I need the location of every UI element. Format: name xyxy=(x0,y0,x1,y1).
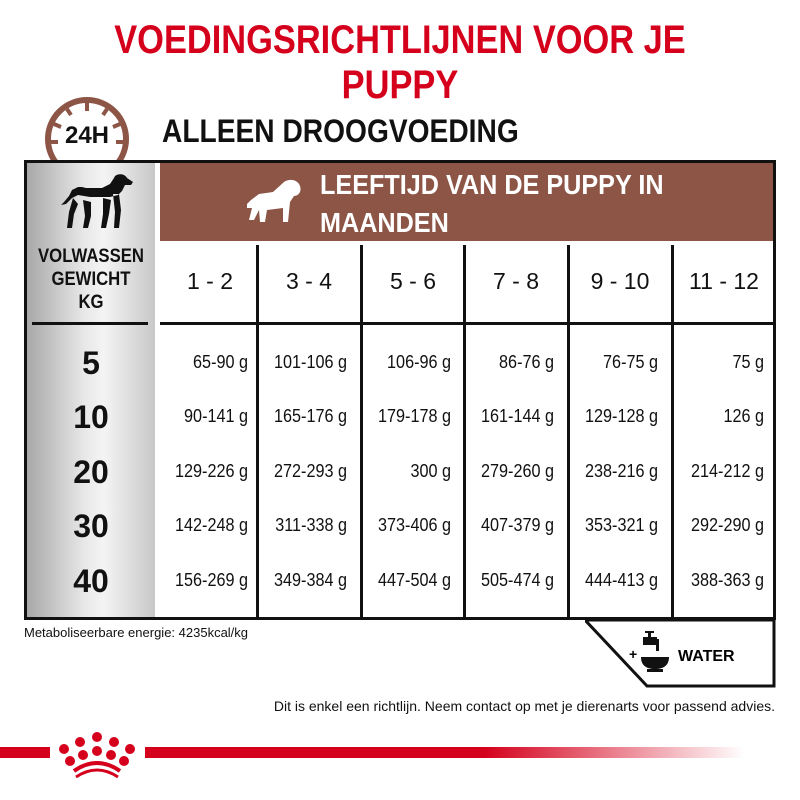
disclaimer: Dit is enkel een richtlijn. Neem contact… xyxy=(273,698,775,714)
table-cell: 238-216 g xyxy=(585,461,658,481)
column-header: 3 - 4 xyxy=(285,268,333,294)
weight-label-line2: GEWICHT xyxy=(51,269,131,290)
table-cell: 86-76 g xyxy=(499,352,554,372)
column-divider xyxy=(671,245,674,620)
table-cell: 179-178 g xyxy=(378,406,451,426)
clock-ticks-icon xyxy=(50,103,124,144)
adult-weight-label: VOLWASSEN GEWICHT KG xyxy=(35,245,148,314)
column-header: 5 - 6 xyxy=(389,268,437,294)
table-cell: 90-141 g xyxy=(184,406,248,426)
weight-kg: 10 xyxy=(73,399,109,435)
column-divider xyxy=(567,245,570,620)
table-cell: 505-474 g xyxy=(481,570,554,590)
adult-dog-icon xyxy=(61,174,133,228)
water-tap-bowl-icon xyxy=(641,631,669,672)
table-cell: 279-260 g xyxy=(481,461,554,481)
clock-label: 24H xyxy=(64,122,110,149)
water-label: WATER xyxy=(678,648,735,665)
table-cell: 447-504 g xyxy=(378,570,451,590)
table-cell: 156-269 g xyxy=(175,570,248,590)
weight-kg: 40 xyxy=(73,563,109,599)
column-divider xyxy=(256,245,259,620)
table-cell: 353-321 g xyxy=(585,515,658,535)
table-cell: 76-75 g xyxy=(603,352,658,372)
page-title: VOEDINGSRICHTLIJNEN VOOR JE PUPPY xyxy=(114,18,686,107)
puppy-icon xyxy=(247,179,301,222)
table-cell: 272-293 g xyxy=(274,461,347,481)
weight-label-line1: VOLWASSEN xyxy=(38,246,144,267)
column-header: 11 - 12 xyxy=(689,268,759,294)
energy-note: Metaboliseerbare energie: 4235kcal/kg xyxy=(24,625,249,640)
table-cell: 161-144 g xyxy=(481,406,554,426)
weight-column xyxy=(27,163,155,617)
table-cell: 142-248 g xyxy=(175,515,248,535)
table-cell: 444-413 g xyxy=(585,570,658,590)
brand-stripe xyxy=(0,747,745,758)
table-cell: 311-338 g xyxy=(275,515,347,535)
table-cell: 101-106 g xyxy=(274,352,347,372)
table-cell: 165-176 g xyxy=(274,406,347,426)
weight-kg: 20 xyxy=(73,454,109,490)
table-cell: 349-384 g xyxy=(274,570,347,590)
table-cell: 106-96 g xyxy=(387,352,451,372)
table-cell: 373-406 g xyxy=(378,515,451,535)
water-plus: + xyxy=(629,646,637,662)
table-cell: 214-212 g xyxy=(691,461,764,481)
table-cell: 129-226 g xyxy=(175,461,248,481)
subtitle: ALLEEN DROOGVOEDING xyxy=(162,113,519,149)
water-box: + WATER xyxy=(585,618,776,688)
column-header: 1 - 2 xyxy=(186,268,234,294)
table-cell: 292-290 g xyxy=(691,515,764,535)
weight-label-line3: KG xyxy=(78,292,104,313)
column-divider xyxy=(463,245,466,620)
table-cell: 388-363 g xyxy=(691,570,764,590)
column-header: 9 - 10 xyxy=(590,268,650,294)
table-cell: 126 g xyxy=(723,406,764,426)
divider xyxy=(32,322,148,325)
table-cell: 65-90 g xyxy=(193,352,248,372)
table-cell: 300 g xyxy=(410,461,451,481)
weight-kg: 30 xyxy=(73,508,109,544)
table-cell: 129-128 g xyxy=(585,406,658,426)
table-cell: 407-379 g xyxy=(481,515,554,535)
column-header: 7 - 8 xyxy=(492,268,540,294)
table-cell: 75 g xyxy=(732,352,764,372)
weight-kg: 5 xyxy=(82,345,100,381)
header-divider xyxy=(160,322,773,325)
age-header-label: LEEFTIJD VAN DE PUPPY IN MAANDEN xyxy=(320,169,664,238)
column-divider xyxy=(360,245,363,620)
royal-canin-crown-logo xyxy=(59,732,135,779)
